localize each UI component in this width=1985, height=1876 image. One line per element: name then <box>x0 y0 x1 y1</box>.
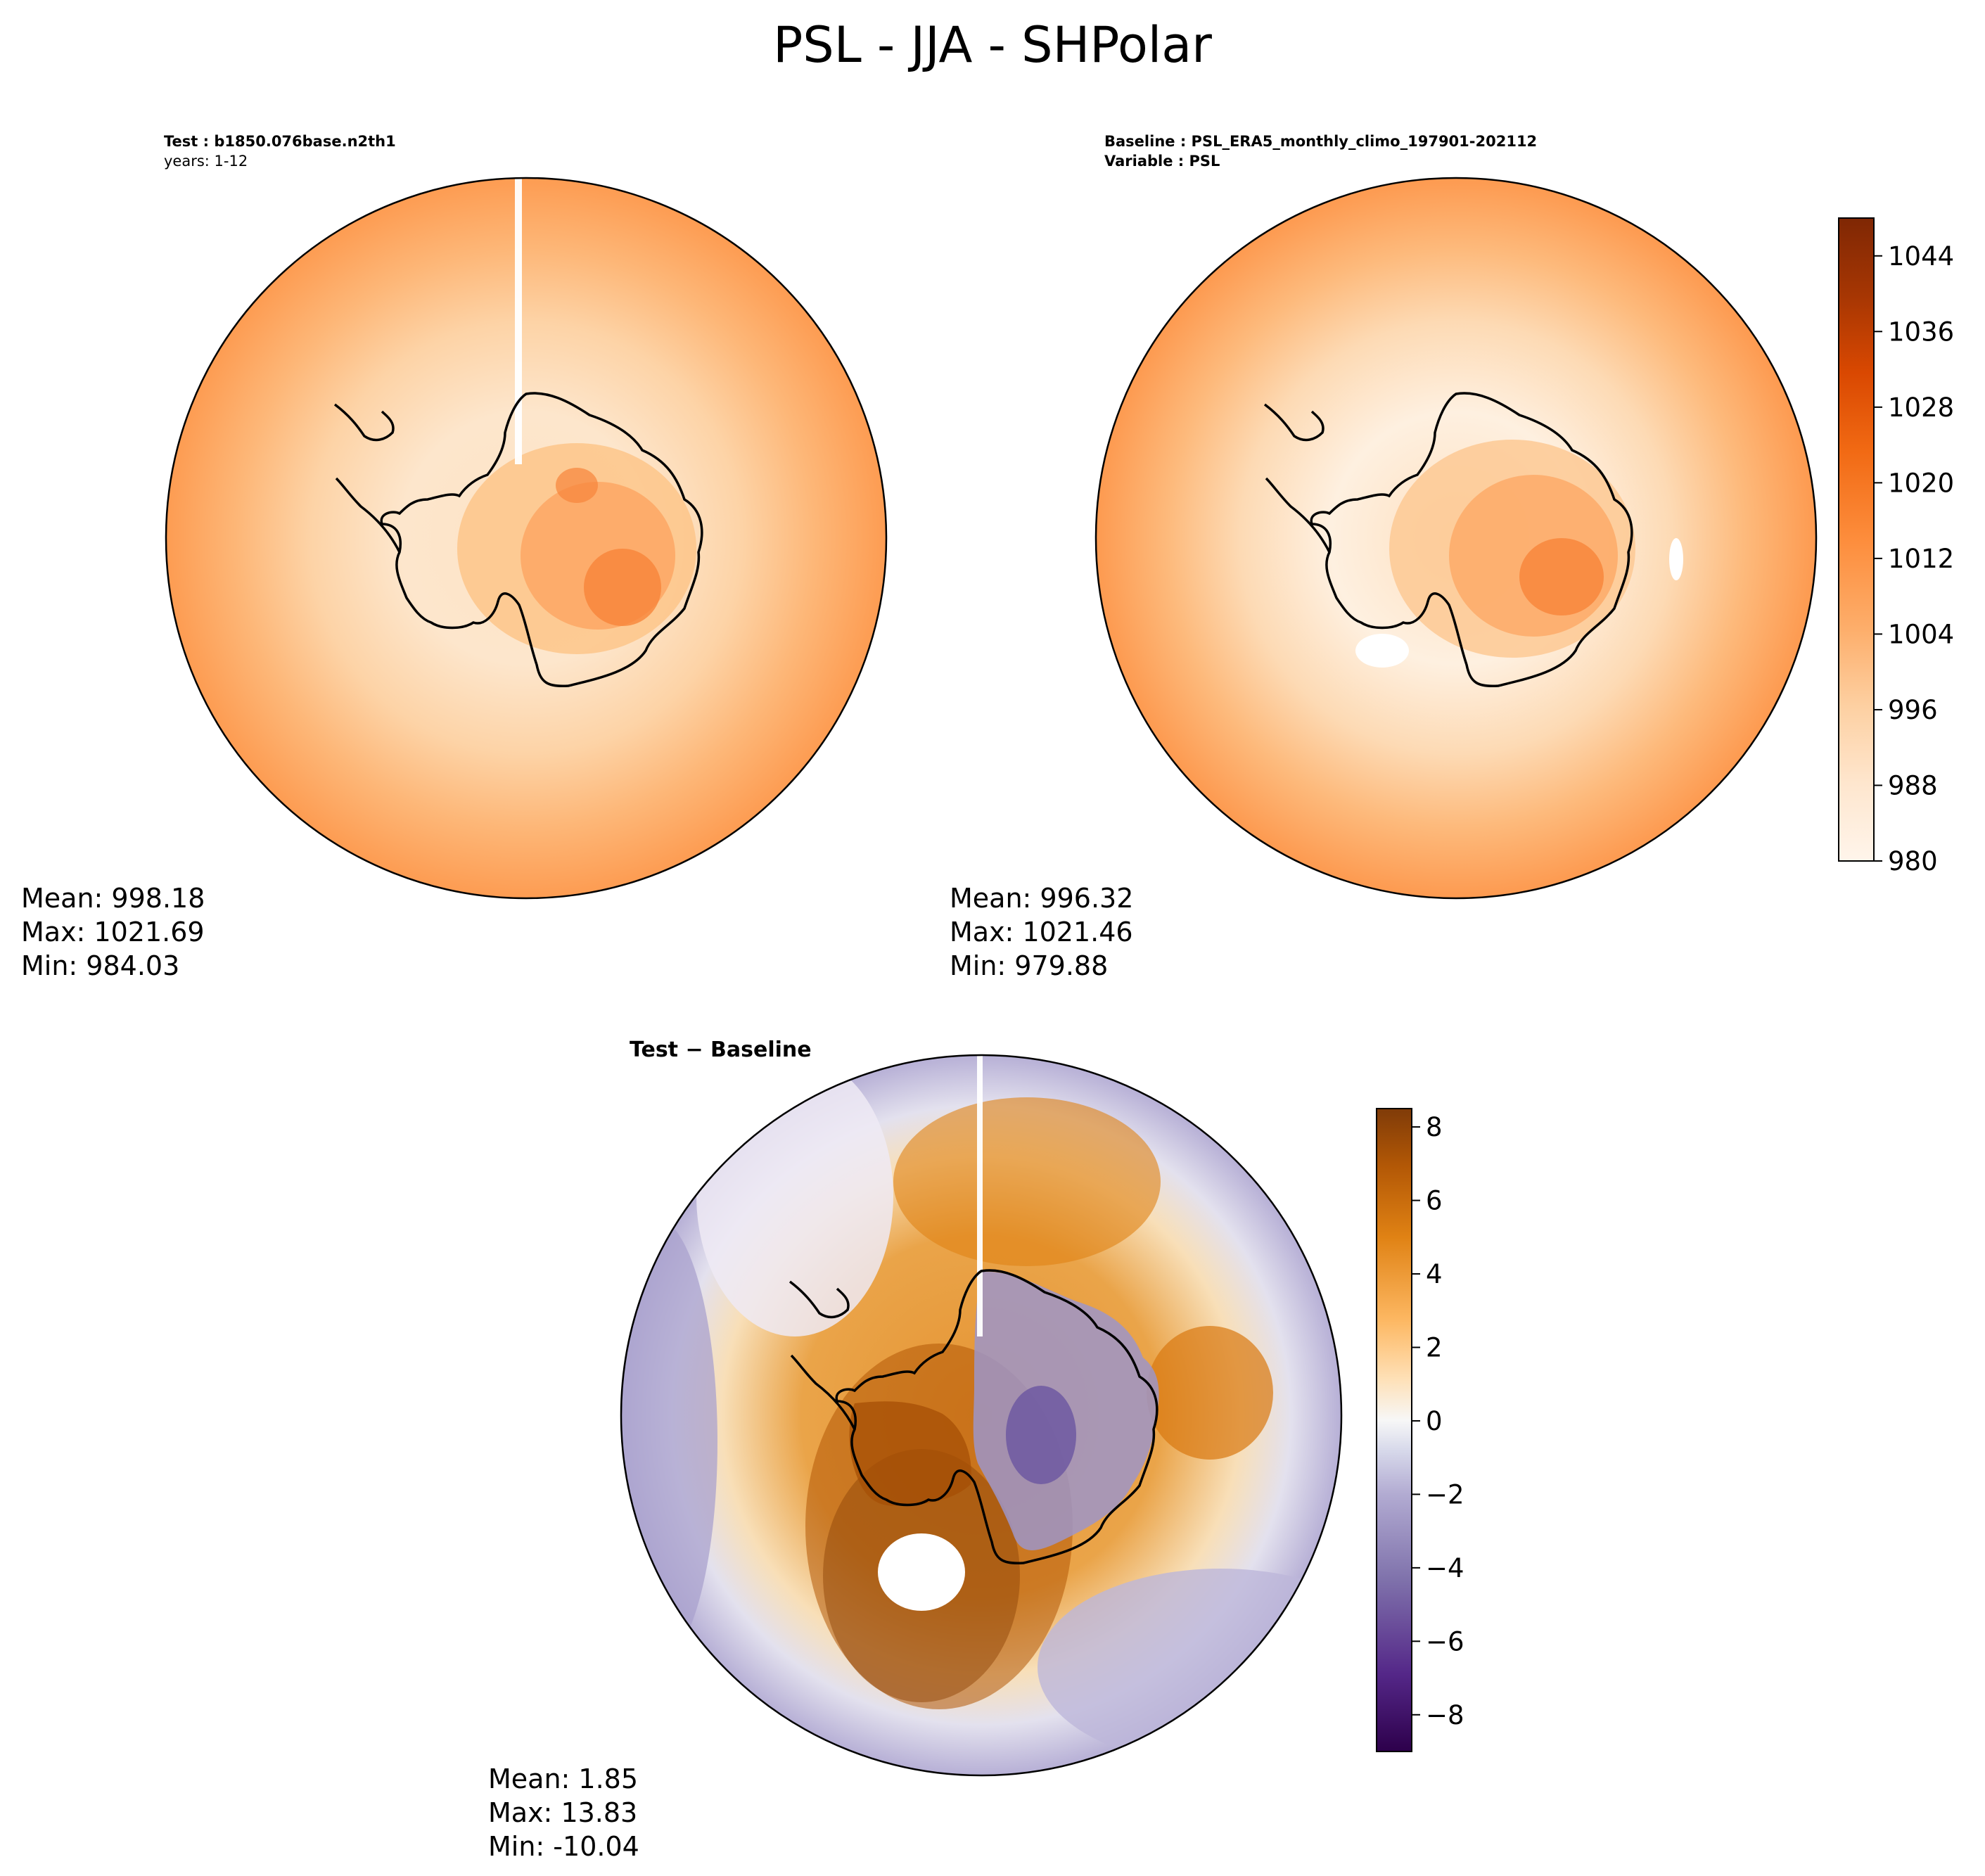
colorbar-absolute-ticks: 980 988 996 1004 1012 1020 1028 1036 1044 <box>1874 241 1954 876</box>
test-map-boundary <box>165 177 888 900</box>
figure-title: PSL - JJA - SHPolar <box>773 16 1212 74</box>
diff-tick-label: 6 <box>1426 1186 1443 1216</box>
colorbar-difference: −8 −6 −4 −2 0 2 4 6 8 <box>1376 1108 1464 1752</box>
baseline-panel: Baseline : PSL_ERA5_monthly_climo_197901… <box>950 133 1818 981</box>
baseline-label-value: PSL_ERA5_monthly_climo_197901-202112 <box>1192 133 1538 150</box>
diff-tick-label: 2 <box>1426 1332 1443 1363</box>
difference-title: Test − Baseline <box>630 1038 812 1062</box>
colorbar-absolute-fill <box>1838 217 1875 862</box>
baseline-label: Baseline : PSL_ERA5_monthly_climo_197901… <box>1104 133 1537 150</box>
test-label-sep: : <box>198 133 214 150</box>
test-map <box>166 178 886 898</box>
diff-tick-label: −8 <box>1426 1700 1464 1730</box>
baseline-label-sep: : <box>1175 133 1192 150</box>
test-label-bold: Test <box>164 133 198 150</box>
baseline-map <box>1096 178 1816 898</box>
abs-tick-label: 1012 <box>1888 544 1954 574</box>
abs-tick-label: 1044 <box>1888 241 1954 272</box>
difference-min: Min: -10.04 <box>488 1831 639 1862</box>
baseline-min: Min: 979.88 <box>950 950 1108 981</box>
colorbar-difference-ticks: −8 −6 −4 −2 0 2 4 6 8 <box>1412 1112 1464 1730</box>
abs-tick-label: 1004 <box>1888 619 1954 649</box>
diff-tick-label: −6 <box>1426 1626 1464 1657</box>
test-label: Test : b1850.076base.n2th1 <box>164 133 396 150</box>
difference-panel: Test − Baseline Mean: 1.85 Max: 13.83 <box>488 1038 1343 1862</box>
abs-tick-label: 988 <box>1888 770 1938 800</box>
test-years: years: 1-12 <box>164 153 248 170</box>
difference-max: Max: 13.83 <box>488 1797 637 1828</box>
baseline-map-boundary <box>1094 177 1818 900</box>
variable-label-value: PSL <box>1189 153 1220 170</box>
baseline-label-bold: Baseline <box>1104 133 1175 150</box>
abs-tick-label: 1036 <box>1888 317 1954 347</box>
colorbar-absolute: 980 988 996 1004 1012 1020 1028 1036 1044 <box>1838 217 1954 876</box>
variable-label-bold: Variable <box>1104 153 1173 170</box>
abs-tick-label: 996 <box>1888 695 1938 725</box>
diff-tick-label: −4 <box>1426 1553 1464 1583</box>
test-min: Min: 984.03 <box>21 950 179 981</box>
test-mean: Mean: 998.18 <box>21 883 205 914</box>
difference-mean: Mean: 1.85 <box>488 1763 638 1794</box>
diff-tick-label: −2 <box>1426 1479 1464 1510</box>
colorbar-difference-fill <box>1376 1108 1412 1752</box>
variable-label: Variable : PSL <box>1104 153 1220 170</box>
test-label-value: b1850.076base.n2th1 <box>214 133 395 150</box>
test-panel: Test : b1850.076base.n2th1 years: 1-12 M… <box>21 133 888 981</box>
diff-tick-label: 8 <box>1426 1112 1443 1142</box>
diff-tick-label: 4 <box>1426 1259 1443 1289</box>
diff-tick-label: 0 <box>1426 1406 1443 1436</box>
test-max: Max: 1021.69 <box>21 917 205 947</box>
baseline-max: Max: 1021.46 <box>950 917 1133 947</box>
variable-label-sep: : <box>1173 153 1189 170</box>
abs-tick-label: 1020 <box>1888 468 1954 498</box>
baseline-mean: Mean: 996.32 <box>950 883 1133 914</box>
difference-map-boundary <box>620 1054 1343 1777</box>
abs-tick-label: 980 <box>1888 846 1938 876</box>
abs-tick-label: 1028 <box>1888 393 1954 423</box>
difference-map <box>621 1055 1341 1775</box>
